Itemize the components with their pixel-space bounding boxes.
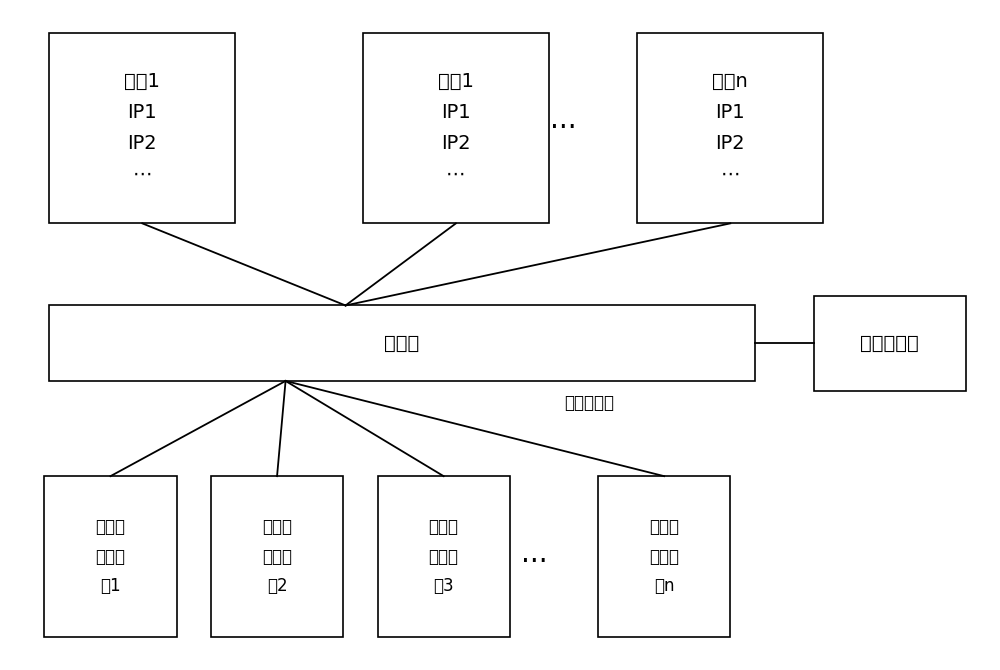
Text: 以太网
接口硬
盘3: 以太网 接口硬 盘3 — [429, 519, 459, 595]
Bar — [378, 476, 510, 637]
Text: 交换朼: 交换朼 — [384, 334, 420, 352]
Text: 主朼1
IP1
IP2
⋯: 主朼1 IP1 IP2 ⋯ — [124, 72, 160, 184]
Bar — [211, 476, 343, 637]
Bar — [49, 33, 235, 223]
Bar — [49, 306, 755, 381]
Bar — [363, 33, 549, 223]
Text: 以太网
接口硬
盘2: 以太网 接口硬 盘2 — [262, 519, 292, 595]
Bar — [637, 33, 823, 223]
Text: ···: ··· — [521, 547, 548, 576]
Text: 以太网接口: 以太网接口 — [564, 394, 614, 412]
Text: 以太网
接口硬
盘1: 以太网 接口硬 盘1 — [95, 519, 125, 595]
Bar — [598, 476, 730, 637]
Bar — [814, 295, 966, 391]
Text: 以太网
接口硬
盘n: 以太网 接口硬 盘n — [649, 519, 679, 595]
Text: 网络管理员: 网络管理员 — [860, 334, 919, 352]
Text: ···: ··· — [550, 114, 577, 142]
Text: 主朼1
IP1
IP2
⋯: 主朼1 IP1 IP2 ⋯ — [438, 72, 474, 184]
Text: 主朼n
IP1
IP2
⋯: 主朼n IP1 IP2 ⋯ — [712, 72, 748, 184]
Bar — [44, 476, 177, 637]
